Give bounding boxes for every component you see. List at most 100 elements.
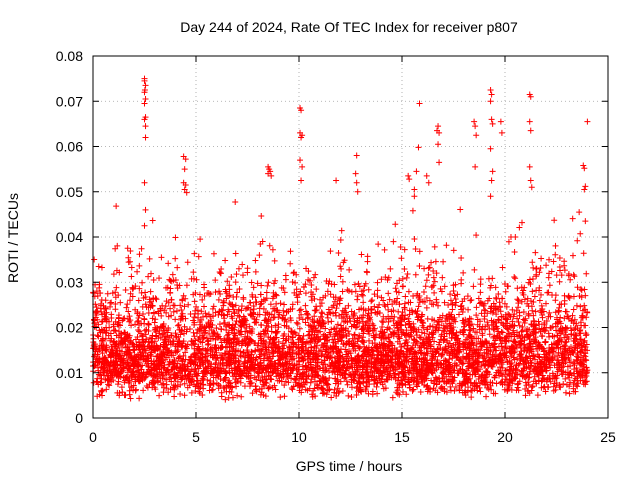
data-point <box>573 302 580 309</box>
data-point <box>153 296 160 303</box>
data-point <box>112 306 119 313</box>
data-point <box>423 304 430 311</box>
data-point <box>258 213 265 220</box>
data-point <box>425 384 432 391</box>
data-point <box>438 353 445 360</box>
data-point <box>396 277 403 284</box>
data-point <box>258 282 265 289</box>
data-point <box>248 360 255 367</box>
data-point <box>285 379 292 386</box>
data-point <box>381 246 388 253</box>
data-point <box>110 271 117 278</box>
data-point <box>250 306 257 313</box>
data-point <box>181 380 188 387</box>
data-point <box>571 326 578 333</box>
data-point <box>276 377 283 384</box>
data-point <box>570 271 577 278</box>
data-point <box>98 318 105 325</box>
data-point <box>567 276 574 283</box>
data-point <box>99 336 106 343</box>
data-point <box>145 362 152 369</box>
data-point <box>201 284 208 291</box>
data-point <box>140 387 147 394</box>
data-point <box>399 283 406 290</box>
data-point <box>297 306 304 313</box>
data-point <box>152 316 159 323</box>
data-point <box>455 311 462 318</box>
data-point <box>499 347 506 354</box>
data-point <box>565 293 572 300</box>
data-point <box>146 255 153 262</box>
data-point <box>493 311 500 318</box>
data-point <box>179 296 186 303</box>
data-point <box>529 329 536 336</box>
data-point <box>441 299 448 306</box>
data-point <box>115 328 122 335</box>
data-point <box>318 309 325 316</box>
data-point <box>196 388 203 395</box>
data-point <box>352 370 359 377</box>
data-point <box>184 259 191 266</box>
data-point <box>346 266 353 273</box>
data-point <box>401 246 408 253</box>
data-point <box>190 269 197 276</box>
data-point <box>249 293 256 300</box>
data-point <box>281 289 288 296</box>
data-point <box>526 276 533 283</box>
data-point <box>284 360 291 367</box>
data-point <box>168 332 175 339</box>
data-point <box>160 389 167 396</box>
data-point <box>432 258 439 265</box>
data-point <box>224 278 231 285</box>
data-point <box>473 312 480 319</box>
data-point <box>172 234 179 241</box>
data-point <box>375 241 382 248</box>
data-point <box>185 301 192 308</box>
data-point <box>246 299 253 306</box>
data-point <box>566 390 573 397</box>
data-point <box>135 326 142 333</box>
data-point <box>569 252 576 259</box>
data-point <box>399 275 406 282</box>
data-point <box>96 327 103 334</box>
data-point <box>508 353 515 360</box>
data-point <box>117 299 124 306</box>
data-point <box>393 389 400 396</box>
data-point <box>467 326 474 333</box>
data-point <box>172 255 179 262</box>
data-point <box>550 387 557 394</box>
data-point <box>471 365 478 372</box>
data-point <box>181 303 188 310</box>
data-point <box>458 276 465 283</box>
data-point <box>136 395 143 402</box>
data-point <box>359 318 366 325</box>
data-point <box>328 394 335 401</box>
data-point <box>477 276 484 283</box>
data-point <box>513 387 520 394</box>
data-point <box>369 320 376 327</box>
data-point <box>134 268 141 275</box>
data-point <box>241 360 248 367</box>
data-point <box>240 296 247 303</box>
data-point <box>552 251 559 258</box>
data-point <box>203 347 210 354</box>
data-point <box>477 388 484 395</box>
data-point <box>511 273 518 280</box>
data-point <box>91 363 98 370</box>
data-point <box>529 288 536 295</box>
data-point <box>364 258 371 265</box>
data-point <box>537 265 544 272</box>
data-point <box>171 302 178 309</box>
data-point <box>95 263 102 270</box>
data-point <box>169 271 176 278</box>
data-point <box>417 388 424 395</box>
data-point <box>265 279 272 286</box>
data-point <box>509 306 516 313</box>
data-point <box>327 291 334 298</box>
data-point <box>264 282 271 289</box>
data-point <box>338 227 345 234</box>
data-point <box>380 319 387 326</box>
grid-layer <box>93 56 608 418</box>
data-point <box>510 327 517 334</box>
data-point <box>144 343 151 350</box>
